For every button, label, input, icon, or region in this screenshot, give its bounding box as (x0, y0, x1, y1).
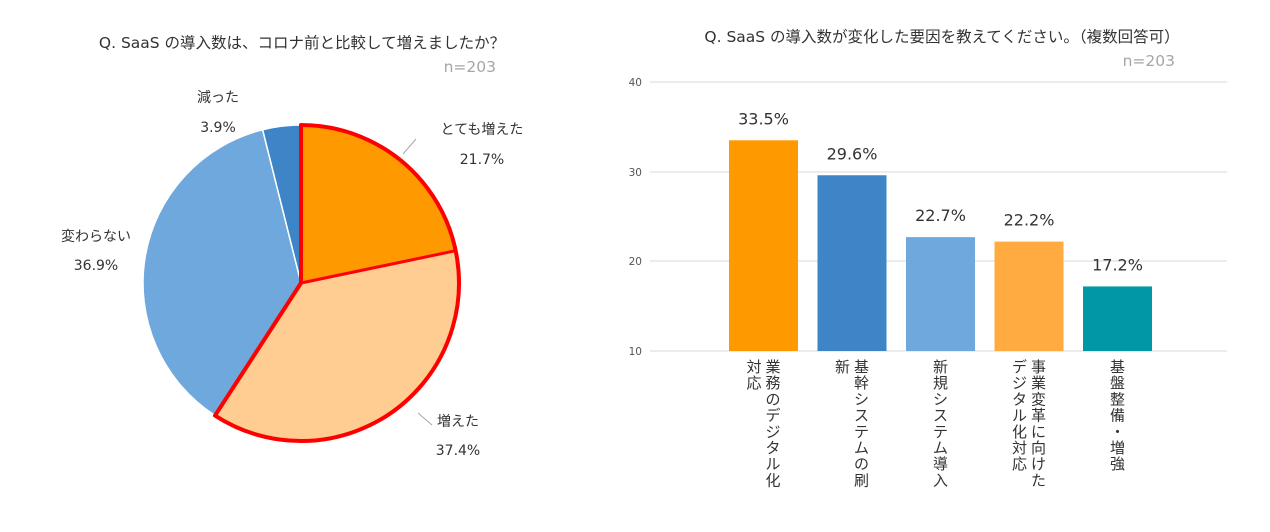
pie-slice-value-label: 36.9% (74, 258, 118, 274)
bar-chart-title: Q. SaaS の導入数が変化した要因を教えてください。（複数回答可） (704, 28, 1179, 46)
bar-category-label-char: ス (854, 407, 869, 425)
pie-slice-label: 増えた (437, 414, 479, 430)
bar-category-label-char: 新 (933, 358, 948, 376)
pie-highlight-outline (213, 123, 461, 443)
bars (729, 140, 1152, 351)
bar-category-label-char: シ (854, 390, 869, 408)
bar-category-label-char: タ (1012, 390, 1027, 408)
bar-category-label-char: 化 (1012, 423, 1027, 441)
bar-category-label-char: 整 (1110, 390, 1125, 408)
y-tick-label: 20 (629, 256, 642, 268)
bar-category-label-char: の (765, 390, 780, 408)
bar-category-label-char: 変 (1031, 390, 1046, 408)
bar-category-label-char: 盤 (1110, 374, 1125, 392)
bar-category-label-char: ム (854, 439, 869, 457)
bar-value-label: 22.7% (915, 206, 966, 225)
bar-category-label-char: 応 (746, 374, 761, 392)
bar-category-label-char: 増 (1110, 439, 1125, 457)
pie-slice-label: とても増えた (441, 122, 524, 138)
bar-category-label-char: 備 (1110, 407, 1125, 425)
bar (994, 241, 1064, 351)
pie-chart-sample-size: n=203 (444, 58, 496, 76)
bar-value-label: 22.2% (1004, 211, 1055, 230)
bar (1083, 286, 1152, 351)
bar-category-label-char: 基 (1110, 358, 1125, 376)
bar-category-label-char: に (1031, 423, 1046, 441)
bar-category-label-char: ス (933, 407, 948, 425)
pie-label-group-0: とても増えた 21.7% (441, 122, 524, 168)
pie-slice-label: 減った (197, 89, 239, 106)
pie-chart: Q. SaaS の導入数は、コロナ前と比較して増えましたか？ n=203 とても… (61, 34, 523, 459)
bar-category-label-char: ジ (765, 423, 780, 441)
bar-category-label-char: の (854, 455, 869, 473)
pie-slices (142, 124, 460, 442)
pie-label-group-2: 変わらない 36.9% (61, 228, 131, 274)
bar-category-label-char: テ (933, 423, 948, 441)
pie-highlight-path (213, 123, 461, 443)
bar-category-label-char: デ (1012, 358, 1027, 376)
bar-category-label-char: 基 (854, 358, 869, 376)
bar-category-label-char: ・ (1110, 423, 1125, 441)
bar-category-label-char: ル (765, 455, 780, 473)
bar-category-label-char: 業 (765, 358, 780, 376)
pie-slice-value-label: 37.4% (436, 443, 480, 459)
bar-category-label-char: 応 (1012, 455, 1027, 473)
bar-category-label-char: テ (854, 423, 869, 441)
bar (906, 237, 975, 351)
bar-category-label-char: 規 (933, 374, 948, 392)
bar-category-label-char: 入 (933, 471, 948, 489)
pie-leader-line (402, 138, 417, 155)
bar-category-label-char: シ (933, 390, 948, 408)
pie-leader-lines (402, 138, 433, 426)
bar-value-label: 33.5% (738, 109, 789, 128)
bar-category-label-char: 対 (1012, 439, 1027, 457)
pie-highlight-divider (300, 249, 456, 285)
bar-chart: Q. SaaS の導入数が変化した要因を教えてください。（複数回答可） n=20… (629, 28, 1227, 489)
y-tick-label: 30 (629, 167, 642, 179)
pie-chart-title: Q. SaaS の導入数は、コロナ前と比較して増えましたか？ (99, 34, 505, 52)
bar-category-label-char: 業 (1031, 374, 1046, 392)
pie-leader-line (417, 412, 433, 426)
bar-category-label-char: タ (765, 439, 780, 457)
pie-slice-value-label: 21.7% (460, 152, 504, 168)
pie-slice-label: 変わらない (61, 228, 131, 245)
pie-label-group-3: 減った 3.9% (197, 89, 239, 136)
bar-category-label-char: 導 (933, 455, 948, 473)
bar-category-label-char: 新 (835, 358, 850, 376)
bar-value-labels: 33.5% 29.6% 22.7% 22.2% 17.2% (738, 109, 1143, 274)
bar-category-label-char: け (1031, 455, 1046, 473)
y-tick-label: 40 (629, 77, 642, 89)
bar-category-label-char: ル (1012, 407, 1027, 425)
bar (729, 140, 798, 351)
bar-value-label: 17.2% (1092, 255, 1143, 274)
bar-category-label-char: 対 (746, 358, 761, 376)
bar-category-label-char: 強 (1110, 455, 1125, 473)
bar-category-label-char: 刷 (854, 471, 869, 489)
bar-category-label-char: 幹 (854, 374, 869, 392)
bar-category-label-char: 事 (1031, 358, 1046, 376)
bar-chart-sample-size: n=203 (1123, 52, 1175, 70)
bar-category-label-char: た (1031, 471, 1046, 489)
bar-category-label-char: 向 (1031, 439, 1046, 457)
pie-label-group-1: 増えた 37.4% (436, 414, 480, 459)
pie-slice (142, 128, 302, 417)
bar (817, 175, 887, 351)
bar-category-label-char: 化 (765, 471, 780, 489)
bar-category-label-char: 革 (1031, 407, 1046, 425)
bar-category-label-char: ジ (1012, 374, 1027, 392)
pie-slice-value-label: 3.9% (200, 120, 236, 136)
bar-category-label-char: 務 (765, 374, 780, 392)
bar-category-label-char: ム (933, 439, 948, 457)
bar-value-label: 29.6% (827, 144, 878, 163)
bar-category-label-char: デ (765, 407, 780, 425)
y-tick-label: 10 (629, 346, 642, 358)
